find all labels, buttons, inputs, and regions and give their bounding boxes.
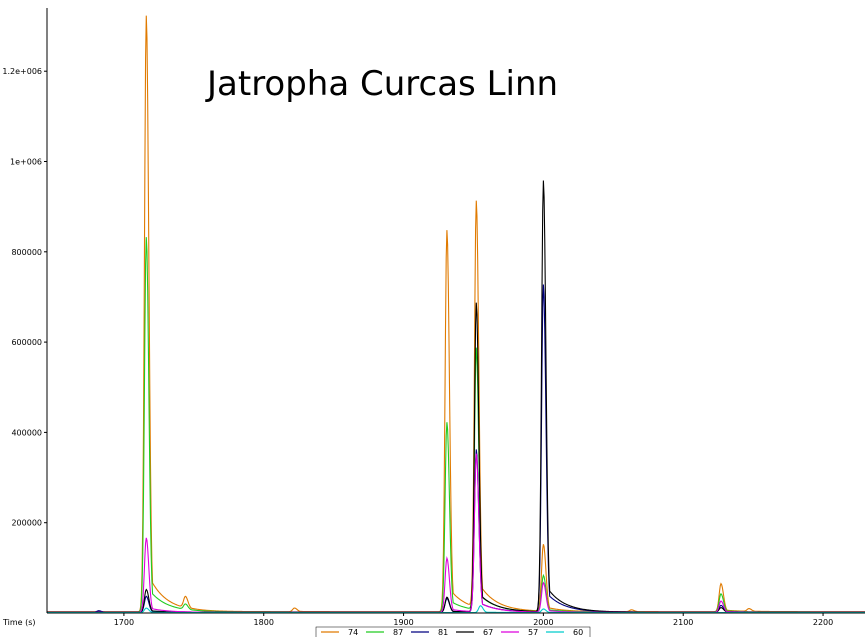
axes xyxy=(46,8,865,614)
x-tick-label: 2200 xyxy=(813,618,833,627)
y-tick-label: 800000 xyxy=(11,248,42,257)
series-line-67 xyxy=(47,180,865,613)
legend-label-57: 57 xyxy=(528,628,538,637)
legend-label-74: 74 xyxy=(348,628,358,637)
legend-label-67: 67 xyxy=(483,628,493,637)
y-tick-label: 400000 xyxy=(11,428,42,437)
series-line-87 xyxy=(47,237,865,613)
legend-label-81: 81 xyxy=(438,628,448,637)
legend-label-87: 87 xyxy=(393,628,403,637)
x-tick-label: 2100 xyxy=(673,618,693,627)
y-tick-label: 1e+006 xyxy=(10,158,42,167)
y-tick-label: 1.2e+006 xyxy=(2,67,42,76)
legend-label-60: 60 xyxy=(573,628,583,637)
x-tick-label: 1700 xyxy=(114,618,134,627)
plot-area xyxy=(47,15,865,614)
tick-labels: 1700 1800 1900 2000 2100 2200 200000 400000 6000… xyxy=(2,67,833,627)
y-tick-label: 200000 xyxy=(11,519,42,528)
x-tick-label: 1900 xyxy=(393,618,413,627)
series-line-74 xyxy=(47,15,865,613)
x-tick-label: 2000 xyxy=(533,618,553,627)
x-axis-label: Time (s) xyxy=(2,618,36,627)
x-tick-label: 1800 xyxy=(254,618,274,627)
legend: 74 87 81 67 57 60 xyxy=(315,626,591,637)
chart-title: Jatropha Curcas Linn xyxy=(205,64,558,104)
y-tick-label: 600000 xyxy=(11,338,42,347)
legend-box xyxy=(315,626,591,637)
series-line-57 xyxy=(47,453,865,613)
series-line-81 xyxy=(47,284,865,613)
